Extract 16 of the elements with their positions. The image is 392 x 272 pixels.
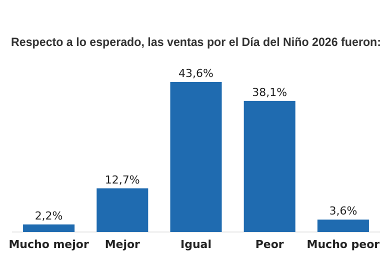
x-tick-label: Igual (180, 238, 212, 251)
chart-title: Respecto a lo esperado, las ventas por el Día del Niño 2026 fueron: (11, 35, 392, 49)
bar (317, 220, 369, 232)
x-tick-label: Mucho peor (306, 238, 380, 251)
x-tick-label: Peor (255, 238, 284, 251)
bar (244, 100, 296, 232)
bar (96, 188, 148, 232)
bar (23, 224, 75, 232)
data-label: 38,1% (252, 86, 288, 99)
x-tick-label: Mejor (104, 238, 141, 251)
data-label: 3,6% (329, 204, 358, 218)
bar (170, 82, 222, 232)
data-label: 12,7% (104, 173, 140, 186)
data-label: 2,2% (34, 209, 63, 222)
data-label: 43,6% (178, 67, 214, 80)
x-tick-label: Mucho mejor (8, 238, 90, 251)
